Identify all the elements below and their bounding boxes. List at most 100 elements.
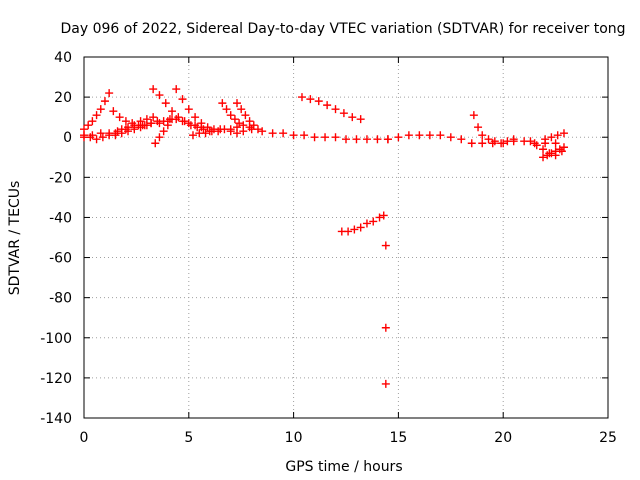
data-point [526, 137, 535, 146]
data-point [509, 137, 518, 146]
series-arc-10 [218, 99, 248, 130]
data-point [289, 131, 298, 140]
data-point [545, 149, 554, 158]
x-tick-label: 25 [599, 430, 617, 446]
data-point [339, 109, 348, 118]
data-point [230, 115, 239, 124]
data-point [352, 135, 361, 144]
data-point [490, 137, 499, 146]
data-point [457, 135, 466, 144]
data-point [551, 139, 560, 148]
series-arc-14 [297, 93, 365, 124]
y-tick-label: -140 [40, 411, 72, 427]
data-point [163, 121, 172, 130]
data-point [559, 129, 568, 138]
x-tick-label: 10 [285, 430, 303, 446]
data-point [356, 115, 365, 124]
data-point [88, 131, 97, 140]
series-arc-05 [111, 113, 158, 138]
data-point [369, 217, 378, 226]
data-point [539, 153, 548, 162]
data-point [557, 147, 566, 156]
data-point [155, 91, 164, 100]
data-point [84, 121, 93, 130]
data-point [199, 125, 208, 134]
data-point [178, 95, 187, 104]
data-point [180, 117, 189, 126]
data-point [117, 125, 126, 134]
y-tick-label: 40 [54, 50, 72, 66]
data-point [383, 135, 392, 144]
data-point [149, 85, 158, 94]
data-point [375, 213, 384, 222]
series-arc-17 [383, 131, 476, 148]
data-point [381, 379, 390, 388]
data-point [381, 323, 390, 332]
data-point [124, 123, 133, 132]
y-tick-label: -40 [49, 210, 72, 226]
series-arc-22 [541, 129, 568, 144]
data-point [297, 93, 306, 102]
data-point [159, 117, 168, 126]
data-point [394, 133, 403, 142]
series-arc-13 [247, 125, 392, 144]
data-point [128, 119, 137, 128]
data-point [109, 107, 118, 116]
data-point [306, 95, 315, 104]
data-point [381, 241, 390, 250]
series-arc-09 [188, 123, 242, 140]
y-tick-label: -100 [40, 331, 72, 347]
data-point [356, 223, 365, 232]
data-point [80, 133, 88, 142]
series-arc-01 [80, 89, 114, 134]
data-point [467, 139, 476, 148]
data-point [113, 127, 122, 136]
data-point [147, 119, 156, 128]
data-point [136, 117, 145, 126]
data-point [539, 145, 548, 154]
chart-title: Day 096 of 2022, Sidereal Day-to-day VTE… [60, 21, 625, 37]
plot-frame [83, 56, 609, 419]
data-point [268, 129, 277, 138]
data-point [226, 127, 235, 136]
data-point [214, 127, 223, 136]
data-point [149, 113, 158, 122]
data-point [92, 111, 101, 120]
data-point [247, 125, 256, 134]
data-point [342, 135, 350, 144]
series-arc-08 [172, 85, 225, 134]
data-point [201, 129, 210, 138]
data-point [130, 121, 139, 130]
data-point [323, 101, 332, 110]
data-point [436, 131, 445, 140]
data-point [159, 127, 168, 136]
y-tick-label: 20 [54, 90, 72, 106]
data-point [331, 133, 340, 142]
data-point [362, 219, 371, 228]
series-arc-16 [381, 241, 390, 388]
data-point [186, 121, 195, 130]
data-point [321, 133, 330, 142]
data-point [203, 123, 212, 132]
data-point [499, 139, 508, 148]
data-point [300, 131, 309, 140]
y-axis-title: SDTVAR / TECUs [7, 181, 23, 296]
y-tick-label: -120 [40, 371, 72, 387]
y-tick-label: -80 [49, 291, 72, 307]
data-point [226, 111, 235, 120]
y-tick-label: 0 [63, 130, 72, 146]
data-point [98, 133, 107, 142]
data-point [88, 117, 97, 126]
data-point [530, 139, 539, 148]
y-tick-label: -60 [49, 251, 72, 267]
data-point [100, 97, 109, 106]
data-point [314, 97, 323, 106]
data-point [142, 115, 151, 124]
y-tick-label: -20 [49, 170, 72, 186]
data-point [474, 123, 483, 132]
data-point [237, 105, 246, 114]
data-point [547, 133, 556, 142]
data-point [155, 119, 164, 128]
data-point [161, 99, 170, 108]
data-point [404, 131, 413, 140]
